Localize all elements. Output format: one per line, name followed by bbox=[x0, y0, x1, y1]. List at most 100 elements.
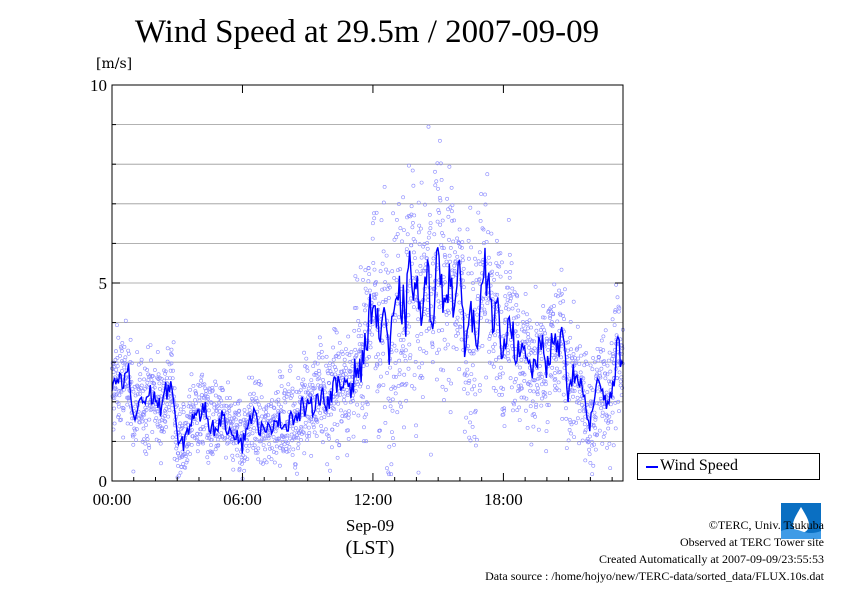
scatter-point bbox=[189, 372, 194, 377]
scatter-point bbox=[586, 440, 591, 445]
scatter-point bbox=[445, 308, 450, 313]
scatter-point bbox=[473, 392, 478, 397]
scatter-point bbox=[516, 314, 521, 319]
scatter-point bbox=[395, 301, 400, 306]
scatter-point bbox=[487, 336, 492, 341]
scatter-point bbox=[374, 292, 379, 297]
scatter-point bbox=[152, 368, 157, 372]
scatter-point bbox=[548, 314, 553, 319]
scatter-point bbox=[507, 252, 512, 257]
scatter-point bbox=[376, 352, 381, 357]
scatter-point bbox=[524, 339, 529, 344]
scatter-point bbox=[247, 408, 252, 413]
scatter-point bbox=[215, 403, 220, 408]
scatter-point bbox=[606, 419, 611, 424]
scatter-point bbox=[608, 466, 613, 471]
scatter-point bbox=[273, 391, 278, 396]
scatter-point bbox=[587, 447, 592, 452]
scatter-point bbox=[355, 402, 360, 407]
scatter-point bbox=[480, 343, 485, 348]
scatter-point bbox=[546, 347, 551, 352]
scatter-point bbox=[317, 335, 322, 340]
scatter-point bbox=[567, 427, 572, 432]
scatter-point bbox=[240, 458, 245, 463]
scatter-point bbox=[576, 416, 580, 421]
scatter-point bbox=[388, 365, 393, 370]
scatter-point bbox=[448, 294, 453, 299]
scatter-point bbox=[176, 463, 180, 468]
scatter-point bbox=[385, 466, 389, 471]
scatter-point bbox=[214, 383, 219, 388]
scatter-point bbox=[436, 282, 441, 287]
scatter-point bbox=[598, 373, 603, 378]
scatter-point bbox=[454, 319, 459, 324]
scatter-point bbox=[288, 364, 293, 369]
scatter-point bbox=[468, 205, 473, 210]
scatter-point bbox=[493, 388, 498, 393]
scatter-point bbox=[424, 350, 429, 355]
scatter-point bbox=[588, 434, 592, 439]
scatter-point bbox=[116, 404, 121, 409]
scatter-point bbox=[462, 387, 467, 392]
scatter-point bbox=[234, 447, 239, 452]
scatter-point bbox=[144, 452, 149, 456]
scatter-point bbox=[226, 380, 230, 385]
scatter-point bbox=[487, 360, 492, 365]
scatter-point bbox=[168, 376, 172, 381]
scatter-point bbox=[320, 355, 325, 360]
scatter-point bbox=[528, 388, 533, 393]
scatter-point bbox=[162, 418, 167, 423]
scatter-point bbox=[538, 364, 542, 368]
scatter-point bbox=[524, 320, 529, 325]
scatter-point bbox=[200, 372, 205, 377]
scatter-point bbox=[474, 437, 479, 442]
scatter-point bbox=[391, 374, 396, 379]
scatter-point bbox=[461, 285, 466, 290]
scatter-point bbox=[596, 389, 600, 394]
scatter-point bbox=[519, 327, 524, 332]
scatter-point bbox=[283, 434, 288, 439]
scatter-point bbox=[476, 259, 481, 264]
scatter-point bbox=[176, 451, 181, 456]
scatter-point bbox=[473, 256, 477, 261]
scatter-point bbox=[169, 361, 174, 366]
scatter-point bbox=[529, 442, 534, 447]
scatter-point bbox=[341, 398, 346, 402]
scatter-point bbox=[512, 402, 517, 407]
scatter-point bbox=[129, 361, 134, 366]
scatter-point bbox=[347, 409, 351, 414]
scatter-point bbox=[256, 446, 261, 451]
scatter-point bbox=[329, 445, 334, 450]
scatter-point bbox=[364, 400, 369, 405]
scatter-point bbox=[498, 274, 503, 279]
scatter-point bbox=[346, 334, 351, 339]
scatter-point bbox=[210, 449, 215, 454]
scatter-point bbox=[131, 389, 136, 394]
scatter-point bbox=[259, 414, 264, 419]
scatter-point bbox=[405, 330, 410, 335]
scatter-point bbox=[116, 414, 120, 419]
scatter-point bbox=[595, 401, 600, 406]
scatter-point bbox=[524, 396, 529, 401]
scatter-point bbox=[567, 353, 572, 358]
scatter-point bbox=[615, 295, 620, 300]
scatter-point bbox=[466, 256, 471, 261]
scatter-point bbox=[247, 443, 252, 448]
scatter-point bbox=[481, 227, 486, 232]
scatter-point bbox=[210, 388, 215, 393]
scatter-point bbox=[380, 261, 385, 266]
scatter-point bbox=[507, 359, 512, 364]
scatter-point bbox=[362, 415, 367, 420]
scatter-point bbox=[584, 362, 589, 366]
scatter-point bbox=[502, 408, 507, 413]
scatter-point bbox=[539, 356, 544, 361]
scatter-point bbox=[599, 338, 604, 343]
scatter-point bbox=[266, 413, 271, 418]
scatter-point bbox=[407, 324, 412, 329]
scatter-point bbox=[117, 393, 122, 398]
scatter-point bbox=[372, 267, 377, 272]
scatter-point bbox=[125, 402, 130, 407]
scatter-point bbox=[617, 409, 621, 414]
scatter-point bbox=[245, 457, 250, 462]
scatter-point bbox=[384, 267, 388, 272]
